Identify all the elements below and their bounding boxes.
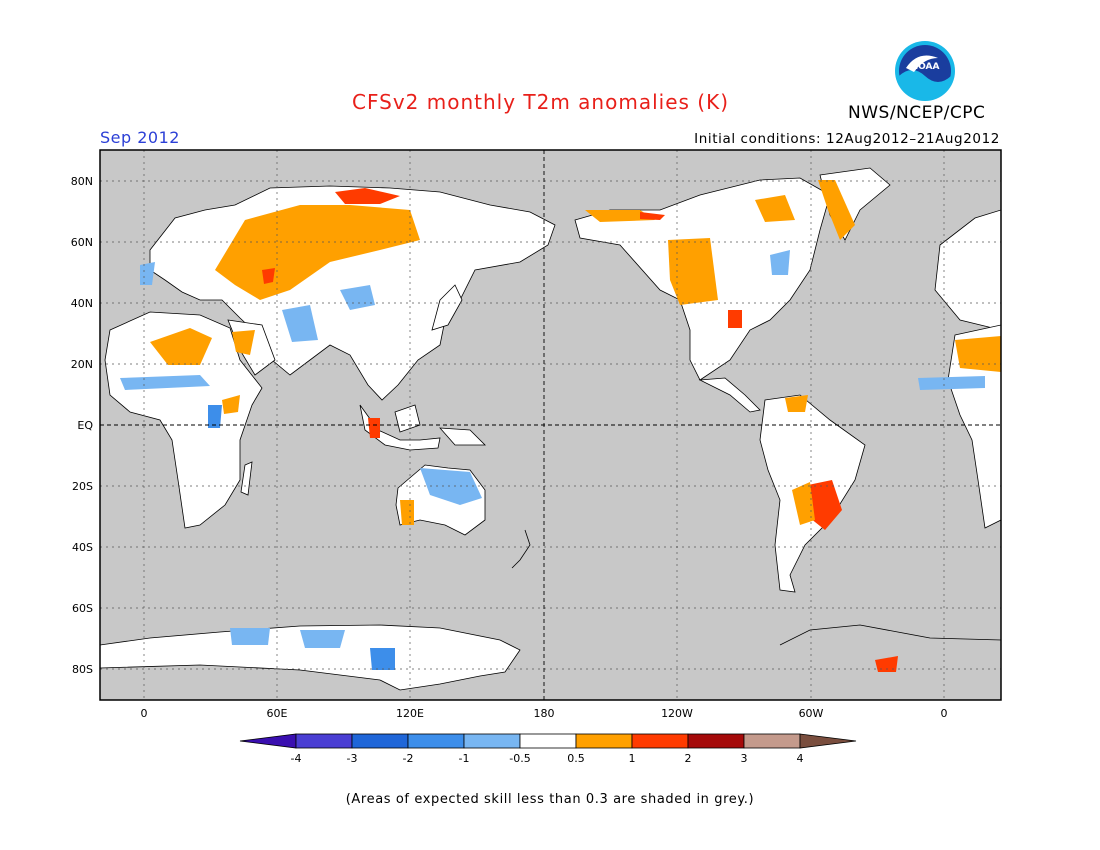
colorbar-label: -2	[402, 752, 414, 765]
noaa-logo-icon: NOAA	[895, 41, 955, 101]
central-america-land	[698, 377, 761, 413]
colorbar-label: 3	[740, 752, 748, 765]
lat-label: 80N	[71, 175, 93, 188]
colorbar-label: 2	[684, 752, 692, 765]
map-frame	[99, 149, 1002, 701]
reference-lines	[100, 150, 1001, 700]
warm-patch-wrap-sahara	[955, 336, 1001, 372]
hot-patch-south-brazil	[808, 480, 842, 530]
colorbar-label: -1	[458, 752, 470, 765]
lat-label: 20S	[72, 480, 93, 493]
warm-patch-south-brazil	[792, 482, 815, 525]
warm-patch-alaska	[585, 210, 655, 222]
eurasia-wrap-land	[934, 209, 1001, 331]
cool-patch-india	[282, 305, 318, 342]
lon-label: 120W	[661, 707, 693, 720]
colorbar-label: -0.5	[509, 752, 531, 765]
warm-patch-red-sea	[232, 330, 255, 355]
initial-conditions: Initial conditions: 12Aug2012–21Aug2012	[694, 131, 1000, 147]
hot-patch-gulf	[728, 310, 742, 328]
skill-footnote: (Areas of expected skill less than 0.3 a…	[345, 792, 755, 807]
cool-patch-canada	[770, 250, 790, 275]
cool-patch-west-africa	[120, 375, 210, 390]
hot-patch-alaska	[640, 212, 665, 220]
cool-patch-antarctic-1	[230, 628, 270, 645]
cool-patch-antarctic-3	[300, 630, 345, 648]
lon-label: 120E	[396, 707, 424, 720]
lon-label: 60E	[267, 707, 288, 720]
anomaly-patches	[120, 180, 1001, 672]
hot-patch-volga	[262, 268, 275, 284]
lat-label: 40S	[72, 541, 93, 554]
japan-land	[431, 284, 463, 331]
warm-patch-arctic-canada	[755, 195, 795, 222]
colorbar-swatch	[351, 733, 409, 749]
lon-label: 0	[141, 707, 148, 720]
cool-patch-australia	[420, 468, 482, 505]
cool-patch-congo	[208, 405, 222, 428]
colorbar-swatch	[463, 733, 521, 749]
warm-patch-amazon	[785, 395, 808, 412]
colorbar-label: 0.5	[567, 752, 585, 765]
warm-patch-east-africa	[222, 395, 240, 414]
lon-label: 0	[941, 707, 948, 720]
hot-patch-arctic-russia	[335, 188, 400, 204]
warm-patch-sahara	[150, 328, 212, 365]
agency-label: NWS/NCEP/CPC	[848, 103, 986, 123]
antarctica-peninsula-land	[779, 624, 1001, 646]
colorbar-swatch	[631, 733, 689, 749]
madagascar-land	[240, 461, 253, 496]
hot-patch-sumatra	[368, 418, 380, 438]
longitude-labels: 0 60E 120E 180 120W 60W 0	[141, 707, 948, 720]
cool-patch-antarctic-2	[370, 648, 395, 670]
gridlines	[100, 150, 1001, 700]
colorbar-swatch	[295, 733, 353, 749]
antarctica-land	[100, 624, 521, 691]
lat-label: 60N	[71, 236, 93, 249]
lat-label: 80S	[72, 663, 93, 676]
africa-wrap-land	[947, 324, 1001, 529]
new-zealand-land	[511, 529, 531, 569]
forecast-month: Sep 2012	[100, 128, 180, 147]
colorbar-label: -4	[290, 752, 302, 765]
latitude-labels: 80N 60N 40N 20N EQ 20S 40S 60S 80S	[71, 175, 94, 676]
colorbar-swatch	[519, 733, 577, 749]
colorbar-high-arrow	[799, 733, 857, 749]
colorbar-label: -3	[346, 752, 358, 765]
colorbar-swatch	[575, 733, 633, 749]
new-guinea-land	[439, 427, 486, 446]
cool-patch-china	[340, 285, 375, 310]
lon-label: 60W	[799, 707, 824, 720]
colorbar	[239, 733, 857, 749]
colorbar-swatch	[743, 733, 801, 749]
logo-text: NOAA	[911, 62, 940, 72]
colorbar-swatch	[687, 733, 745, 749]
warm-patch-west-australia	[400, 500, 414, 525]
lat-label: 20N	[71, 358, 93, 371]
hot-patch-antarctic-atlantic	[875, 656, 898, 672]
colorbar-label: 1	[628, 752, 636, 765]
cool-patch-wrap-africa	[918, 376, 985, 390]
colorbar-swatch	[407, 733, 465, 749]
warm-patch-canada-west	[668, 238, 718, 305]
lat-label: 60S	[72, 602, 93, 615]
map-title: CFSv2 monthly T2m anomalies (K)	[352, 90, 729, 114]
lat-label: 40N	[71, 297, 93, 310]
lat-label: EQ	[77, 419, 93, 432]
colorbar-label: 4	[796, 752, 804, 765]
cool-patch-europe	[140, 262, 155, 285]
lon-label: 180	[534, 707, 555, 720]
warm-patch-greenland	[818, 180, 855, 240]
colorbar-low-arrow	[239, 733, 297, 749]
